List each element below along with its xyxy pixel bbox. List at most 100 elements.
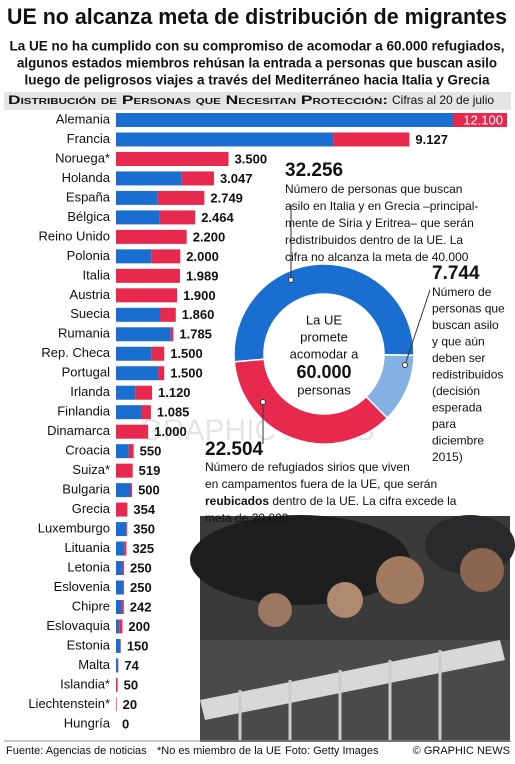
value-label: 500 (138, 483, 160, 498)
leader-dot (260, 399, 266, 405)
bar-segment (116, 502, 128, 517)
value-label: 1.900 (183, 288, 216, 303)
value-label: 1.000 (154, 424, 187, 439)
bar-segment (116, 677, 118, 692)
label-box (453, 113, 507, 127)
value-label: 0 (122, 716, 129, 731)
category-label: Chipre (72, 598, 110, 613)
annotation-line: cifra no alcanza la meta de 40.000 (285, 250, 469, 264)
bar-segment (116, 151, 229, 166)
value-label: 354 (133, 502, 155, 517)
bar-segment (116, 463, 133, 478)
annotation-line: Número de personas que buscan (285, 182, 462, 196)
category-label: Luxemburgo (38, 521, 110, 536)
leader-line (404, 289, 431, 366)
value-label: 1.860 (182, 307, 215, 322)
value-label: 50 (124, 677, 138, 692)
category-label: Austria (70, 287, 111, 302)
bar-segment (121, 600, 124, 614)
category-label: Islandia* (60, 676, 110, 691)
bar-segment (116, 658, 118, 673)
bar-segment (116, 113, 454, 127)
bar-segment (128, 444, 134, 459)
category-label: España (66, 189, 111, 204)
annotation-line: y que aún (432, 335, 485, 349)
annotation-line: en campamentos fuera de la UE, que serán (205, 477, 437, 491)
annotation-value: 7.744 (432, 263, 480, 284)
section-title: Distribución de Personas que Necesitan P… (8, 93, 388, 107)
category-label: Eslovenia (54, 579, 111, 594)
donut-segment (233, 358, 389, 445)
bar-segment (141, 405, 151, 420)
annotation-line: reubicados dentro de la UE. La cifra exc… (205, 494, 457, 508)
annotation-line: 2015) (432, 450, 463, 464)
donut-center-text: acomodar a (290, 346, 359, 361)
bar-segment (116, 171, 182, 186)
value-label: 150 (127, 638, 149, 653)
annotation-bold: reubicados (205, 494, 269, 508)
section-band (4, 92, 511, 110)
category-label: Rep. Checa (41, 345, 110, 360)
bar-segment (119, 619, 123, 634)
annotation-value: 22.504 (205, 439, 264, 460)
bar-segment (116, 522, 127, 537)
subtitle: algunos estados miembros rehúsan la entr… (17, 55, 497, 71)
annotation-text: dentro de la UE. La cifra excede la (269, 494, 457, 508)
footer-note: *No es miembro de la UE (157, 745, 281, 757)
footer-credit: © GRAPHIC NEWS (413, 745, 510, 757)
category-label: Lituania (64, 540, 110, 555)
value-label: 2.464 (201, 210, 234, 225)
value-label: 1.989 (186, 268, 219, 283)
annotation-line: redistribuidos (432, 368, 503, 382)
value-label: 242 (130, 599, 152, 614)
value-label: 1.085 (157, 405, 190, 420)
value-label: 1.500 (170, 346, 203, 361)
bar-segment (333, 132, 410, 147)
bar-segment (181, 171, 214, 186)
annotation-value: 32.256 (285, 160, 343, 181)
bar-segment (123, 580, 125, 595)
photo (190, 515, 515, 742)
value-label: 12.100 (463, 112, 503, 127)
category-label: Hungría (64, 715, 111, 730)
bar-segment (116, 580, 124, 595)
category-label: Croacia (65, 443, 111, 458)
category-label: Polonia (67, 248, 111, 263)
category-label: Portugal (62, 365, 111, 380)
bar-segment (116, 483, 131, 498)
value-label: 325 (132, 541, 154, 556)
category-label: Letonia (67, 559, 110, 574)
category-label: Suecia (70, 306, 111, 321)
category-label: Reino Unido (38, 228, 110, 243)
bar-segment (130, 483, 133, 498)
value-label: 1.500 (170, 366, 203, 381)
value-label: 3.047 (220, 171, 253, 186)
category-label: Estonia (67, 637, 111, 652)
value-label: 2.000 (186, 249, 219, 264)
value-label: 9.127 (415, 132, 448, 147)
bar-segment (116, 229, 187, 244)
category-label: Finlandia (57, 404, 111, 419)
bar-segment (116, 190, 158, 205)
bar-segment (116, 424, 149, 439)
bar-segment (160, 307, 176, 322)
category-label: Italia (83, 267, 111, 282)
category-label: Liechtenstein* (28, 696, 110, 711)
bar-segment (122, 561, 125, 576)
bar-segment (116, 697, 117, 712)
value-label: 74 (124, 658, 139, 673)
category-label: Grecia (72, 501, 111, 516)
category-label: Irlanda (70, 384, 111, 399)
category-label: Francia (67, 131, 111, 146)
donut-center-text: promete (300, 329, 348, 344)
donut-center-text: La UE (306, 312, 342, 327)
annotation-line: Número de (432, 285, 492, 299)
bar-segment (158, 366, 165, 381)
bar-segment (116, 346, 152, 361)
value-label: 20 (123, 697, 137, 712)
title: UE no alcanza meta de distribución de mi… (7, 4, 507, 29)
category-label: Rumania (58, 326, 111, 341)
bar-segment (116, 210, 160, 225)
value-label: 1.120 (158, 385, 191, 400)
bar-segment (116, 600, 122, 614)
